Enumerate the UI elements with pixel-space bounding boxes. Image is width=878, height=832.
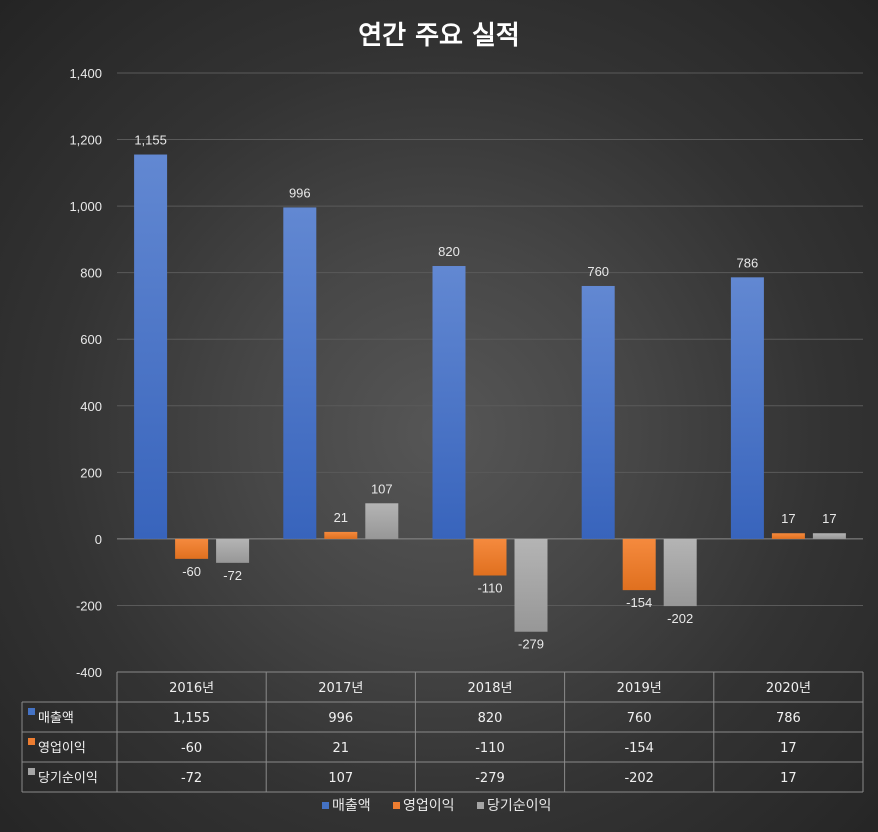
bar <box>216 538 250 563</box>
y-tick-label: 0 <box>95 532 102 547</box>
data-label: 996 <box>289 185 311 200</box>
bar <box>324 531 358 539</box>
bar <box>730 277 764 539</box>
data-label: -60 <box>182 564 201 579</box>
data-label: 17 <box>822 511 836 526</box>
y-axis-ticks: -400 -200 0 200 400 600 800 1,000 1,200 1,400 <box>69 66 102 680</box>
bar <box>432 266 466 539</box>
bar <box>175 538 209 559</box>
table-cell: 1,155 <box>173 711 210 726</box>
data-label: 820 <box>438 244 460 259</box>
legend: 매출액 영업이익 당기순이익 <box>322 798 551 814</box>
table-cell: 786 <box>776 711 801 726</box>
y-tick-label: 1,400 <box>69 66 102 81</box>
legend-key <box>322 802 329 809</box>
legend-key <box>393 802 400 809</box>
data-label: -279 <box>518 637 544 652</box>
data-label: -72 <box>223 568 242 583</box>
bar <box>622 538 656 591</box>
data-label: 17 <box>781 511 795 526</box>
y-tick-label: -200 <box>76 598 102 613</box>
data-label: 786 <box>737 255 759 270</box>
y-tick-label: 200 <box>80 465 102 480</box>
legend-entry: 당기순이익 <box>487 798 551 814</box>
table-cell: -202 <box>624 771 654 786</box>
data-label: 21 <box>334 510 348 525</box>
table-cell: -110 <box>475 741 505 756</box>
y-tick-label: 1,000 <box>69 199 102 214</box>
table-cell: 107 <box>328 771 353 786</box>
table-cell: 17 <box>780 771 797 786</box>
data-label: -202 <box>667 611 693 626</box>
table-legend-key <box>28 708 35 715</box>
table-cell: 17 <box>780 741 797 756</box>
bar <box>663 538 697 607</box>
chart-title: 연간 주요 실적 <box>358 21 520 51</box>
table-header-cell: 2019년 <box>617 681 662 696</box>
table-cell: -72 <box>181 771 202 786</box>
table-header-cell: 2020년 <box>766 681 811 696</box>
table-cell: 996 <box>328 711 353 726</box>
table-legend-key <box>28 738 35 745</box>
bar <box>581 285 615 539</box>
bar <box>283 207 317 539</box>
table-cell: -279 <box>475 771 505 786</box>
y-tick-label: 600 <box>80 332 102 347</box>
bar <box>514 538 548 632</box>
table-header-cell: 2017년 <box>318 681 363 696</box>
table-cell: -154 <box>624 741 654 756</box>
legend-entry: 영업이익 <box>403 798 455 814</box>
data-label: 107 <box>371 481 393 496</box>
bars <box>134 154 846 632</box>
table-header-cell: 2018년 <box>467 681 512 696</box>
y-tick-label: 1,200 <box>69 133 102 148</box>
table-cell: 21 <box>333 741 350 756</box>
y-tick-label: -400 <box>76 665 102 680</box>
data-label: 760 <box>587 264 609 279</box>
bar <box>473 538 507 576</box>
legend-entry: 매출액 <box>332 798 371 814</box>
data-label: 1,155 <box>134 133 167 148</box>
table-header-cell: 2016년 <box>169 681 214 696</box>
y-tick-label: 800 <box>80 266 102 281</box>
table-row-label: 매출액 <box>38 711 74 726</box>
table-legend-key <box>28 768 35 775</box>
legend-key <box>477 802 484 809</box>
bar <box>365 503 399 539</box>
bar <box>134 154 168 539</box>
data-labels: 1,155 996 820 760 786 -60 21 -110 -154 17 -72 107 -2… <box>134 133 836 652</box>
table-cell: -60 <box>181 741 202 756</box>
table-cell: 760 <box>627 711 652 726</box>
bar <box>771 533 805 539</box>
data-label: -154 <box>626 595 652 610</box>
bar <box>812 533 846 539</box>
y-tick-label: 400 <box>80 399 102 414</box>
table-row-label: 영업이익 <box>38 741 86 756</box>
table-row-label: 당기순이익 <box>38 771 98 786</box>
table-cell: 820 <box>478 711 503 726</box>
data-label: -110 <box>477 580 502 595</box>
